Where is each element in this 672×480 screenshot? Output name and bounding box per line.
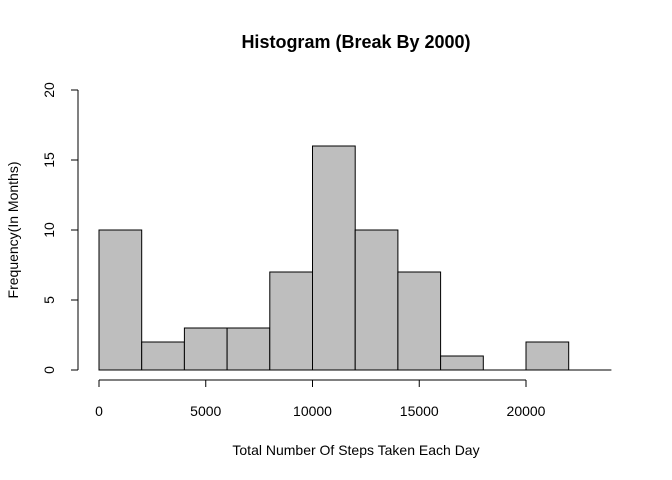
x-tick-label: 20000 (507, 403, 546, 419)
y-axis-label: Frequency(In Months) (5, 162, 21, 299)
x-tick-label: 0 (95, 403, 103, 419)
y-tick-label: 5 (41, 296, 57, 304)
histogram-bar (397, 271, 442, 371)
histogram-bar (312, 145, 356, 371)
histogram-bar (98, 229, 143, 371)
x-tick-label: 10000 (293, 403, 332, 419)
y-tick-label: 10 (41, 222, 57, 238)
y-tick-label: 15 (41, 152, 57, 168)
histogram-bar (440, 355, 484, 371)
histogram-bar (525, 341, 570, 371)
histogram-bar (183, 327, 228, 371)
histogram-bar (141, 341, 185, 371)
x-tick-label: 15000 (400, 403, 439, 419)
y-tick-label: 20 (41, 82, 57, 98)
histogram-bar (269, 271, 313, 371)
histogram-bar (226, 327, 271, 371)
x-axis-label: Total Number Of Steps Taken Each Day (232, 442, 479, 458)
x-tick-label: 5000 (190, 403, 221, 419)
x-axis: 0 5000 10000 15000 20000 (95, 379, 546, 419)
histogram-bar (354, 229, 399, 371)
chart-title: Histogram (Break By 2000) (241, 32, 470, 52)
bars-group (98, 145, 612, 371)
y-axis: 0 5 10 15 20 (41, 82, 79, 374)
y-tick-label: 0 (41, 366, 57, 374)
